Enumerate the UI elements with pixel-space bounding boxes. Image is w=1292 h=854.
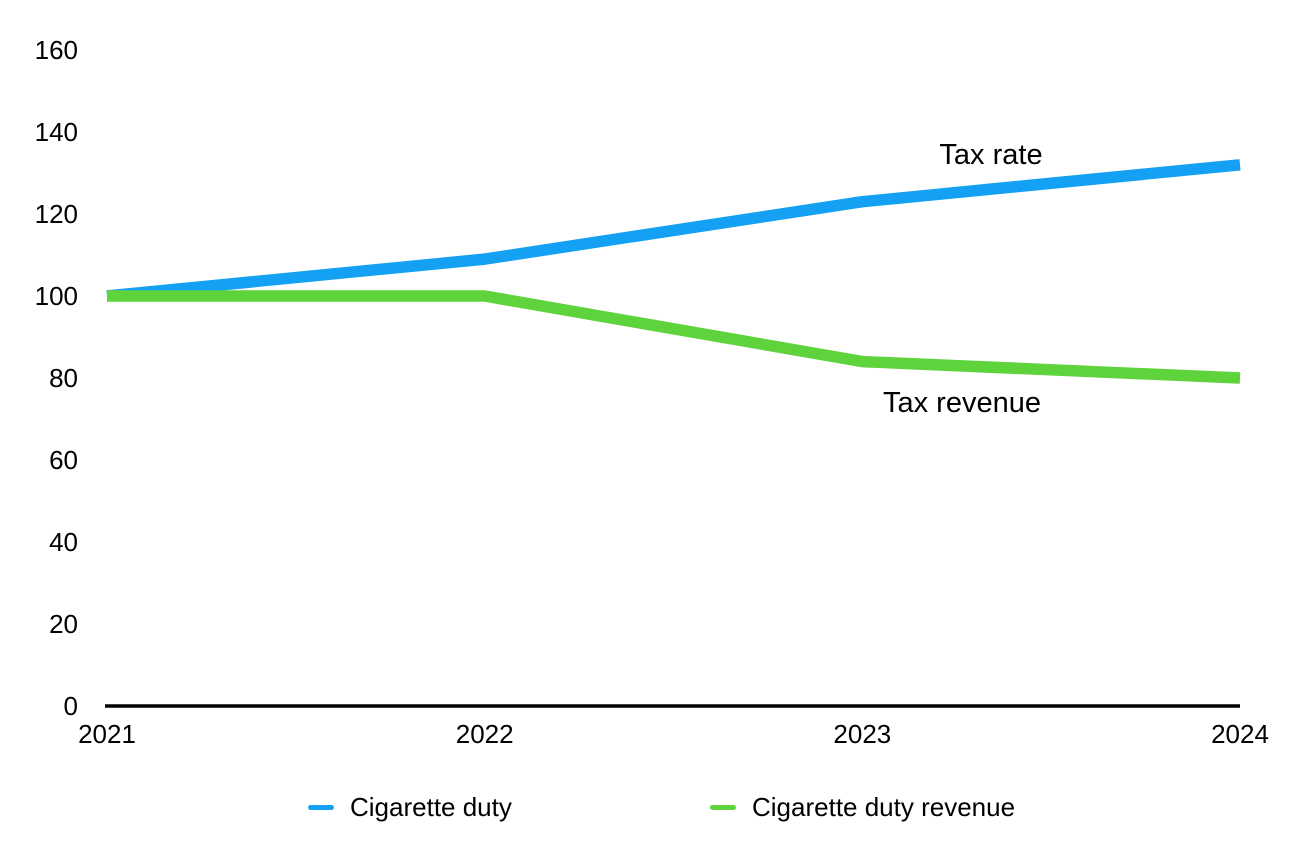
annotation-tax-rate: Tax rate bbox=[939, 139, 1043, 171]
legend-swatch-cigarette-duty bbox=[308, 804, 334, 810]
svg-text:140: 140 bbox=[35, 117, 78, 147]
svg-text:2024: 2024 bbox=[1211, 719, 1269, 749]
annotation-tax-revenue: Tax revenue bbox=[883, 387, 1041, 419]
svg-text:2022: 2022 bbox=[456, 719, 514, 749]
svg-text:2023: 2023 bbox=[833, 719, 891, 749]
legend-label-cigarette-duty: Cigarette duty bbox=[350, 792, 512, 822]
svg-text:0: 0 bbox=[64, 691, 78, 721]
legend-swatch-cigarette-duty-revenue bbox=[710, 804, 736, 810]
svg-text:20: 20 bbox=[49, 609, 78, 639]
svg-text:120: 120 bbox=[35, 199, 78, 229]
legend-label-cigarette-duty-revenue: Cigarette duty revenue bbox=[752, 792, 1016, 822]
svg-text:80: 80 bbox=[49, 363, 78, 393]
svg-text:60: 60 bbox=[49, 445, 78, 475]
svg-text:160: 160 bbox=[35, 35, 78, 65]
legend-item-cigarette-duty: Cigarette duty bbox=[308, 794, 512, 820]
svg-text:40: 40 bbox=[49, 527, 78, 557]
svg-text:2021: 2021 bbox=[78, 719, 136, 749]
legend-item-cigarette-duty-revenue: Cigarette duty revenue bbox=[710, 794, 1015, 820]
svg-text:100: 100 bbox=[35, 281, 78, 311]
